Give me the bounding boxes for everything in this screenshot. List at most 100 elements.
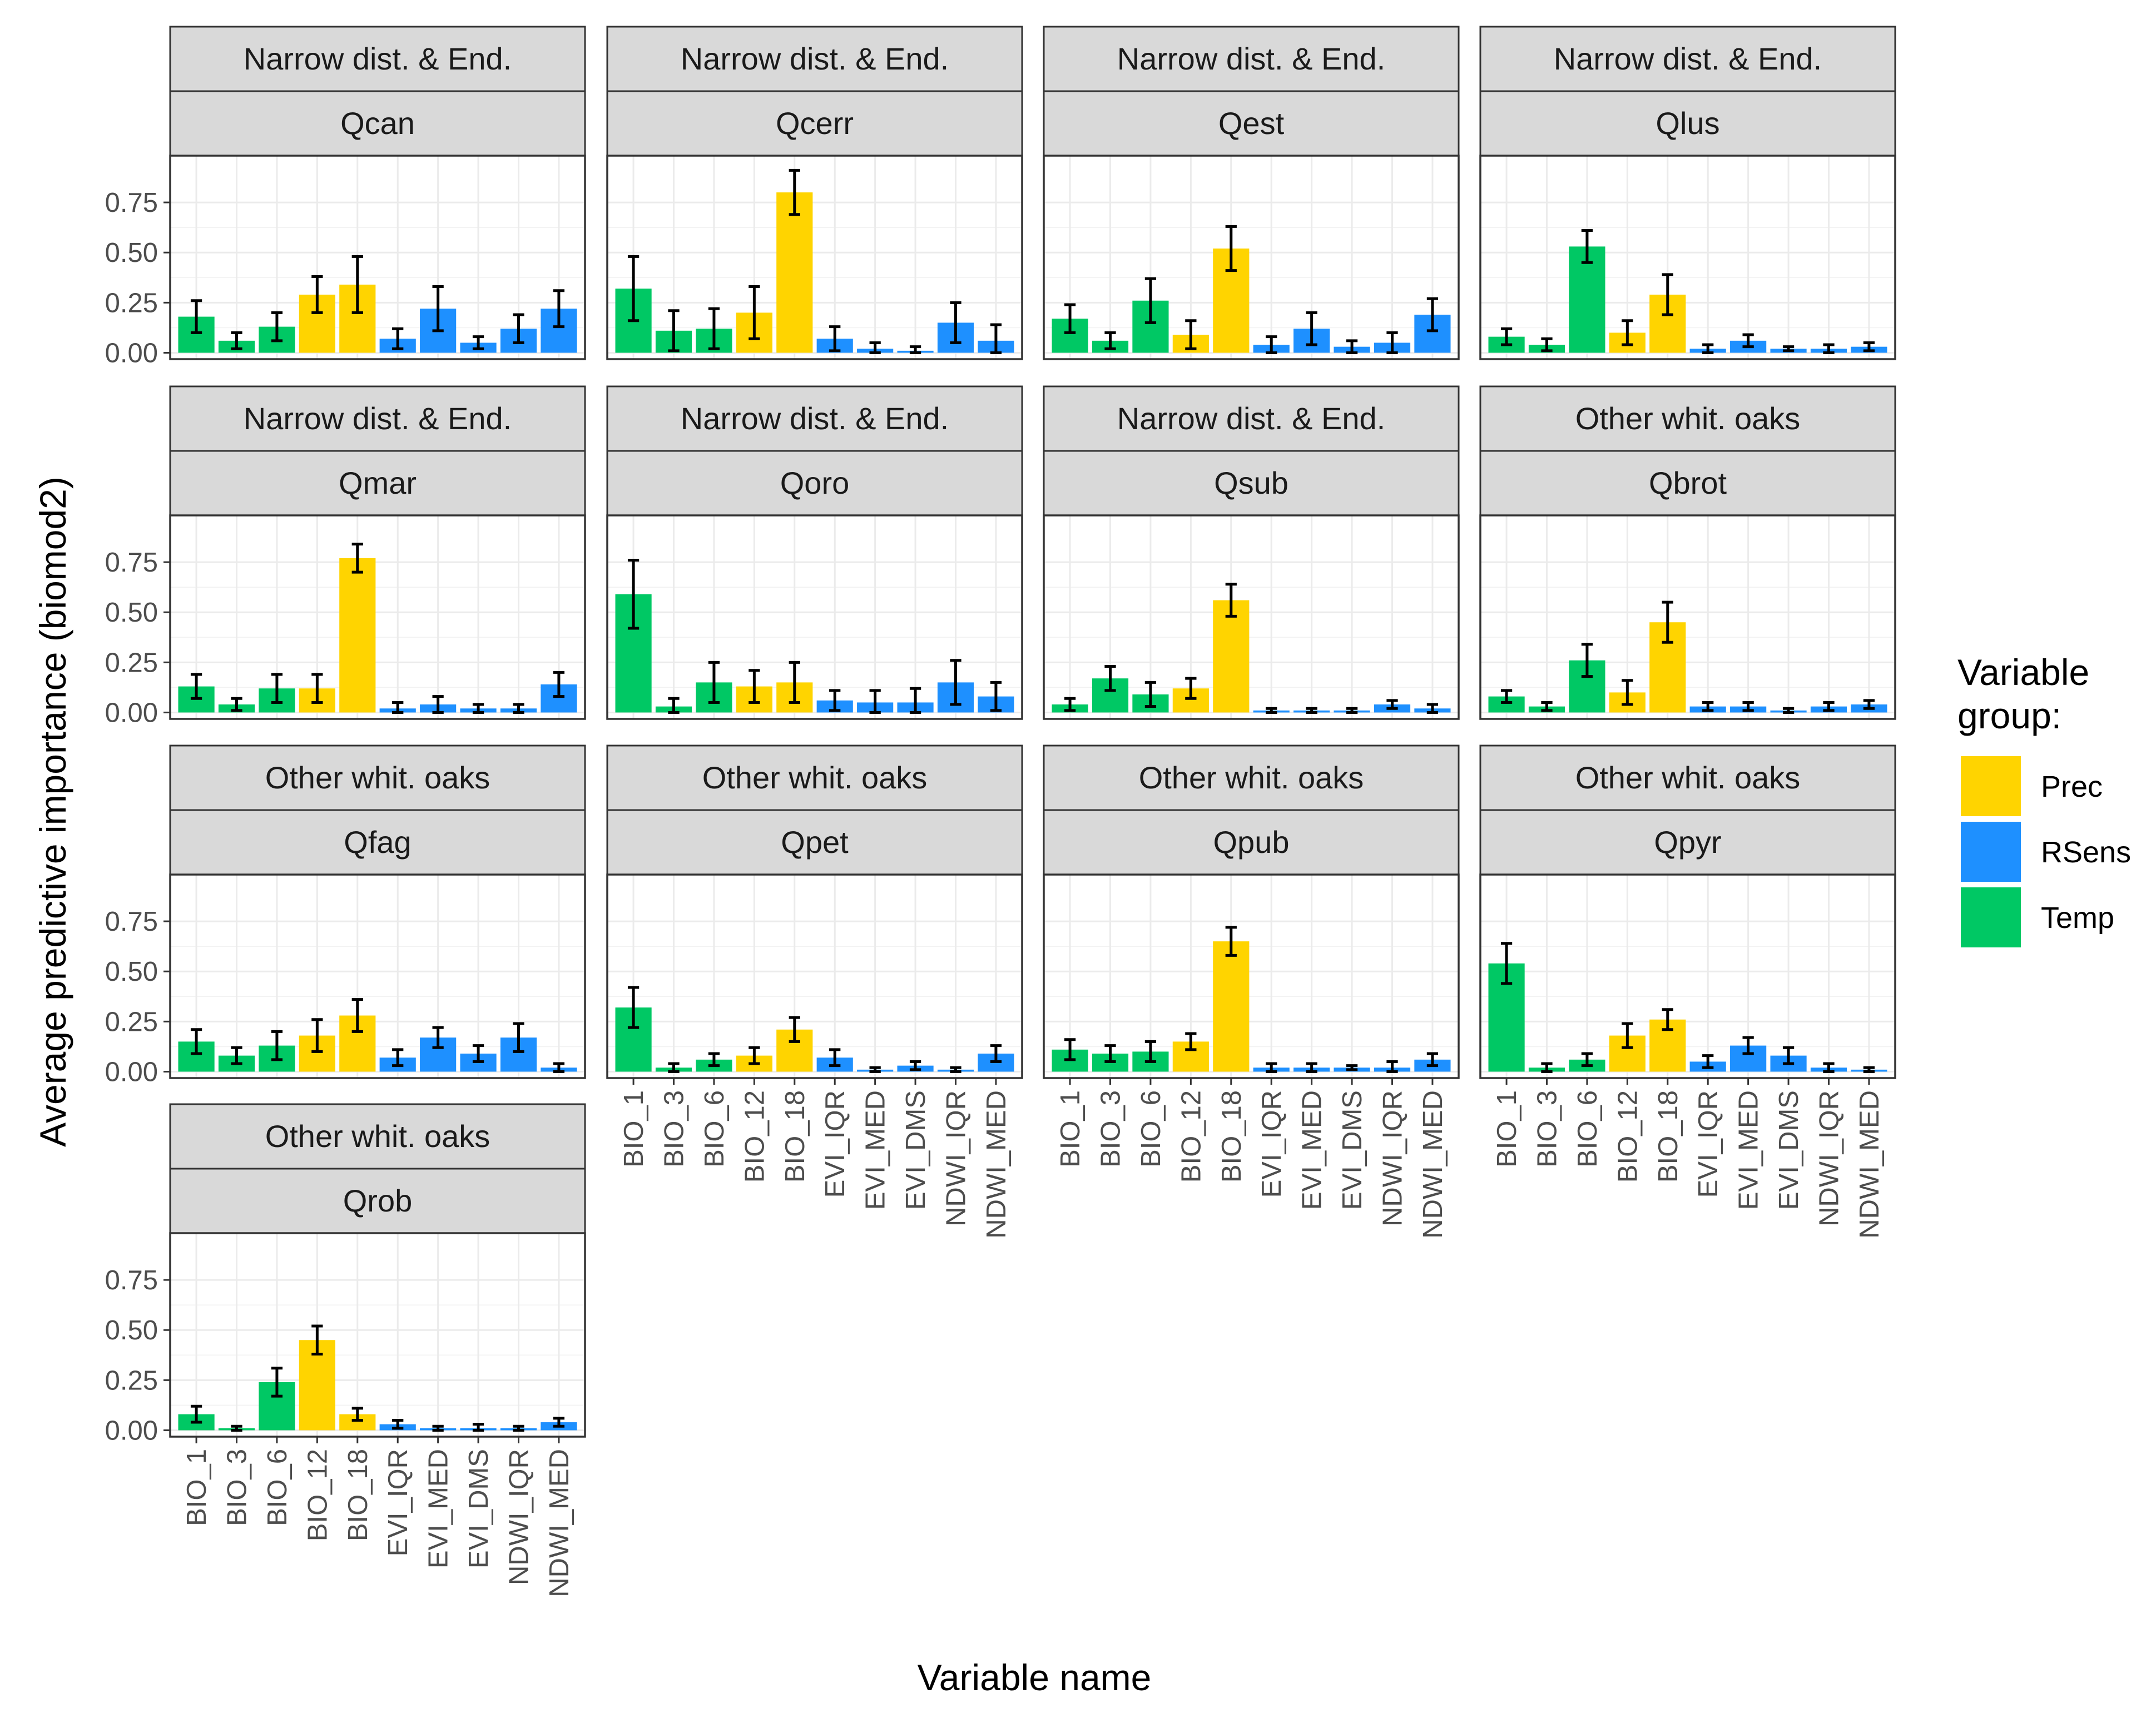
x-tick-label: EVI_IQR <box>1257 1090 1287 1198</box>
y-tick-label: 0.00 <box>105 698 158 728</box>
x-tick-label: BIO_12 <box>1176 1090 1206 1183</box>
strip-group-label: Narrow dist. & End. <box>681 401 949 436</box>
bar-bio_18 <box>339 558 376 713</box>
x-tick-label: EVI_DMS <box>901 1090 931 1210</box>
facet-panel-qoro: Narrow dist. & End. Qoro <box>606 385 1023 720</box>
strip-species-label: Qrob <box>343 1183 413 1218</box>
strip-species-label: Qpyr <box>1654 825 1721 860</box>
panel-border <box>169 1232 586 1438</box>
x-tick-label: BIO_6 <box>1573 1090 1603 1168</box>
legend-title-line: Variable <box>1957 652 2089 693</box>
x-tick-label: NDWI_IQR <box>1377 1090 1407 1227</box>
strip-species-box <box>1043 809 1460 876</box>
facet-panel-qest: Narrow dist. & End. Qest <box>1043 26 1460 360</box>
x-tick-label: NDWI_IQR <box>504 1449 534 1585</box>
x-tick-label: EVI_MED <box>1734 1090 1764 1210</box>
strip-species-label: Qcerr <box>776 106 854 141</box>
x-tick-label: BIO_18 <box>780 1090 810 1183</box>
strip-species-label: Qlus <box>1656 106 1719 141</box>
y-tick-label: 0.50 <box>105 598 158 628</box>
facet-panel-qpyr: Other whit. oaks Qpyr <box>1479 744 1896 1079</box>
panel-border <box>169 873 586 1079</box>
plot-background <box>170 156 585 359</box>
x-tick-label: BIO_1 <box>182 1449 212 1526</box>
legend-label-prec: Prec <box>2041 770 2103 803</box>
plot-background <box>1044 875 1459 1078</box>
x-tick-label: NDWI_IQR <box>1814 1090 1844 1227</box>
panel-border <box>1043 873 1460 1079</box>
facet-panel-qpet: Other whit. oaks Qpet <box>606 744 1023 1079</box>
bar-bio_18 <box>1213 600 1250 713</box>
panel-border <box>606 873 1023 1079</box>
strip-group-label: Narrow dist. & End. <box>244 41 512 76</box>
strip-group-label: Other whit. oaks <box>1575 401 1801 436</box>
legend-key-rsens <box>1961 822 2021 882</box>
strip-species-box <box>606 90 1023 157</box>
strip-species-label: Qpub <box>1213 825 1290 860</box>
strip-group-box <box>1479 26 1896 92</box>
plot-background <box>607 875 1022 1078</box>
x-tick-label: EVI_IQR <box>820 1090 850 1198</box>
facet-panel-qmar: Narrow dist. & End. Qmar <box>169 385 586 720</box>
y-tick-label: 0.75 <box>105 548 158 578</box>
strip-species-box <box>1043 90 1460 157</box>
bar-bio_18 <box>1213 941 1250 1072</box>
strip-group-label: Narrow dist. & End. <box>681 41 949 76</box>
panel-border <box>1479 155 1896 360</box>
strip-species-box <box>1479 450 1896 517</box>
y-axis-title: Average predictive importance (biomod2) <box>32 476 73 1147</box>
y-tick-label: 0.00 <box>105 338 158 368</box>
plot-background <box>170 1233 585 1437</box>
facet-panel-qbrot: Other whit. oaks Qbrot <box>1479 385 1896 720</box>
x-tick-label: BIO_3 <box>1533 1090 1563 1168</box>
facet-panel-qsub: Narrow dist. & End. Qsub <box>1043 385 1460 720</box>
y-tick-label: 0.25 <box>105 288 158 318</box>
strip-group-box <box>1479 744 1896 811</box>
strip-species-box <box>1479 809 1896 876</box>
strip-species-label: Qoro <box>780 465 850 500</box>
y-tick-label: 0.25 <box>105 1007 158 1037</box>
y-tick-label: 0.25 <box>105 1366 158 1396</box>
strip-group-label: Other whit. oaks <box>265 1119 490 1154</box>
strip-group-label: Other whit. oaks <box>1575 760 1801 795</box>
strip-species-box <box>169 90 586 157</box>
x-axis-title: Variable name <box>918 1657 1152 1698</box>
x-tick-label: BIO_6 <box>262 1449 293 1526</box>
strip-species-label: Qbrot <box>1649 465 1727 500</box>
strip-species-box <box>169 809 586 876</box>
strip-group-label: Other whit. oaks <box>265 760 490 795</box>
panel-border <box>606 155 1023 360</box>
strip-species-box <box>606 809 1023 876</box>
y-tick-label: 0.75 <box>105 1265 158 1295</box>
strip-group-box <box>169 26 586 92</box>
x-tick-label: BIO_6 <box>1136 1090 1166 1168</box>
x-tick-label: BIO_6 <box>700 1090 730 1168</box>
strip-group-box <box>606 26 1023 92</box>
facet-panel-qrob: Other whit. oaks Qrob <box>169 1103 586 1438</box>
strip-species-box <box>1479 90 1896 157</box>
facet-panel-qcerr: Narrow dist. & End. Qcerr <box>606 26 1023 360</box>
plot-background <box>1480 515 1895 719</box>
y-tick-label: 0.50 <box>105 957 158 987</box>
bar-bio_6 <box>1569 246 1605 353</box>
strip-group-label: Narrow dist. & End. <box>1554 41 1822 76</box>
strip-group-box <box>169 1103 586 1170</box>
legend-title-line: group: <box>1957 695 2061 736</box>
y-tick-label: 0.00 <box>105 1057 158 1087</box>
x-tick-label: BIO_1 <box>619 1090 649 1168</box>
x-tick-label: BIO_12 <box>303 1449 333 1541</box>
facet-panel-qfag: Other whit. oaks Qfag <box>169 744 586 1079</box>
x-tick-label: EVI_MED <box>861 1090 891 1210</box>
x-tick-label: NDWI_MED <box>982 1090 1012 1239</box>
strip-group-label: Other whit. oaks <box>1139 760 1364 795</box>
x-tick-label: NDWI_IQR <box>941 1090 971 1227</box>
legend-key-temp <box>1961 887 2021 947</box>
panel-border <box>1043 514 1460 720</box>
x-tick-label: NDWI_MED <box>1855 1090 1885 1239</box>
strip-species-box <box>606 450 1023 517</box>
x-tick-label: BIO_1 <box>1055 1090 1086 1168</box>
panel-border <box>169 155 586 360</box>
legend-label-temp: Temp <box>2041 901 2114 935</box>
